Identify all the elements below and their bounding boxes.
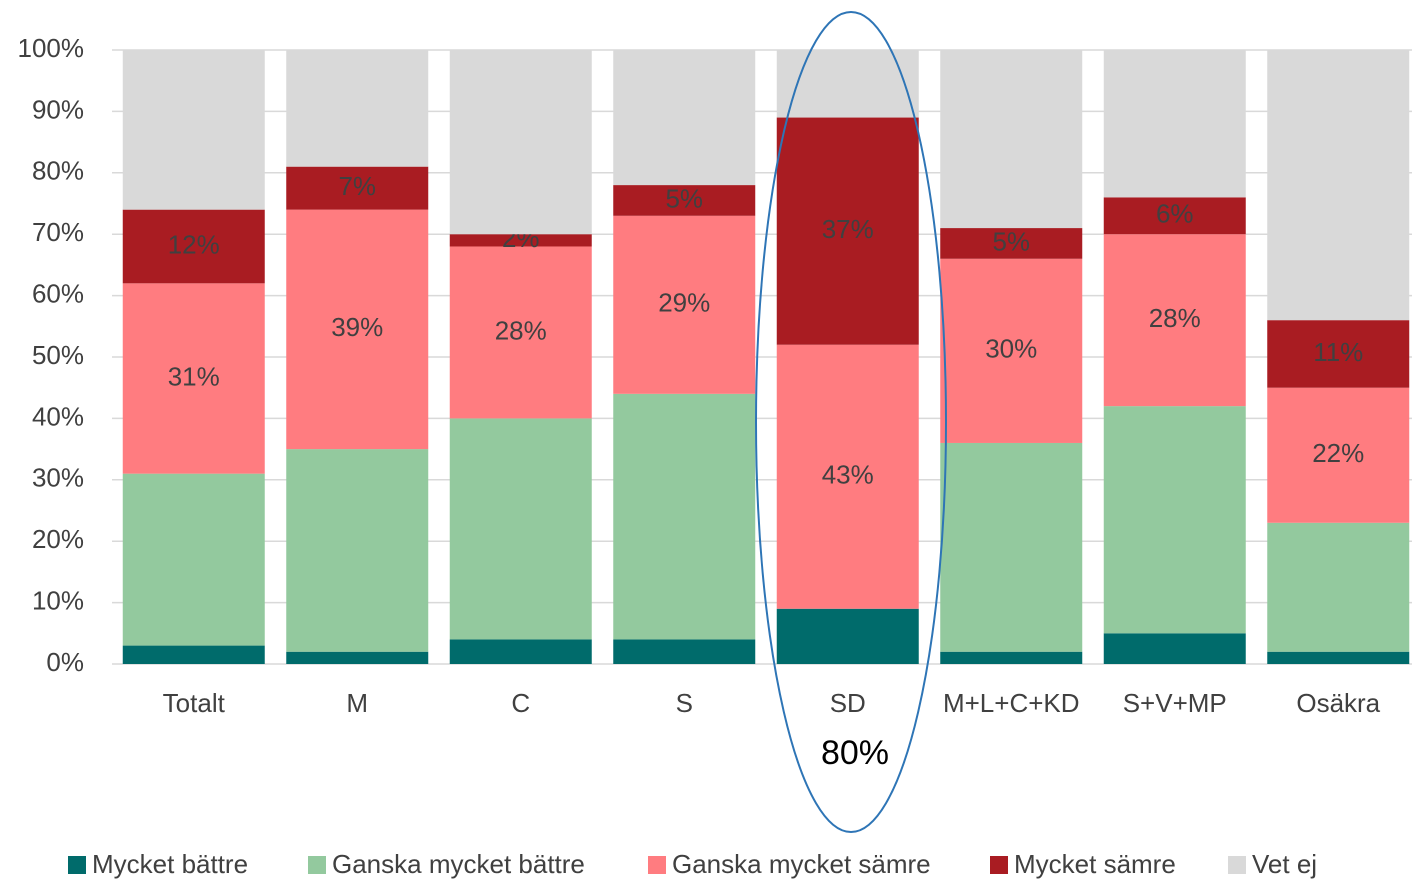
bar-segment	[122, 645, 265, 664]
bar-segment	[1103, 197, 1246, 235]
bar-segment	[1267, 50, 1410, 321]
data-label: 12%	[168, 229, 220, 259]
bar-segment	[940, 258, 1083, 443]
bar-segment	[1103, 50, 1246, 198]
x-tick-label: M+L+C+KD	[943, 688, 1080, 718]
bar-segment	[613, 639, 756, 664]
bar-segment	[1103, 633, 1246, 664]
legend-label: Mycket bättre	[92, 849, 248, 879]
data-label: 43%	[822, 460, 874, 490]
legend-swatch	[68, 856, 86, 874]
bar-segment	[940, 442, 1083, 652]
y-tick-label: 10%	[32, 585, 84, 615]
y-tick-label: 90%	[32, 94, 84, 124]
legend-swatch	[648, 856, 666, 874]
legend-label: Mycket sämre	[1014, 849, 1176, 879]
bar-segment	[286, 166, 429, 210]
bar-segment	[940, 50, 1083, 229]
y-tick-label: 100%	[18, 33, 85, 63]
y-tick-label: 0%	[46, 647, 84, 677]
data-label: 5%	[665, 183, 703, 213]
data-label: 22%	[1312, 438, 1364, 468]
bar-segment	[940, 228, 1083, 259]
bar-segment	[449, 418, 592, 640]
data-label: 30%	[985, 334, 1037, 364]
annotation: 80%	[821, 734, 889, 772]
highlight-ellipse	[755, 11, 947, 833]
bar-segment	[613, 50, 756, 186]
legend-label: Ganska mycket bättre	[332, 849, 585, 879]
data-label: 5%	[992, 226, 1030, 256]
bar-segment	[1103, 406, 1246, 634]
bar-segment	[776, 117, 919, 345]
bar-segment	[776, 50, 919, 118]
data-label: 6%	[1156, 199, 1194, 229]
bar-segment	[1267, 651, 1410, 664]
y-tick-label: 40%	[32, 401, 84, 431]
bar-segment	[449, 50, 592, 235]
x-tick-label: C	[511, 688, 530, 718]
bar-segment	[1267, 387, 1410, 523]
bar-segment	[122, 283, 265, 474]
bar-segment	[122, 473, 265, 646]
bar-segment	[286, 50, 429, 167]
bar-segment	[449, 234, 592, 247]
y-tick-label: 80%	[32, 156, 84, 186]
data-label: 28%	[495, 315, 547, 345]
bar-segment	[122, 50, 265, 210]
bar-segment	[449, 639, 592, 664]
bar-segment	[1267, 522, 1410, 652]
bar-segment	[776, 608, 919, 664]
bars: 31%12%39%7%28%2%29%5%43%37%30%5%28%6%22%…	[122, 50, 1410, 664]
bar-segment	[776, 344, 919, 609]
bar-segment	[122, 209, 265, 284]
data-label: 37%	[822, 214, 874, 244]
bar-segment	[286, 209, 429, 450]
legend-label: Vet ej	[1252, 849, 1317, 879]
data-label: 39%	[331, 312, 383, 342]
data-label: 28%	[1149, 303, 1201, 333]
y-tick-label: 60%	[32, 278, 84, 308]
data-label: 7%	[338, 171, 376, 201]
x-tick-label: S+V+MP	[1123, 688, 1227, 718]
bar-segment	[286, 651, 429, 664]
x-tick-label: M	[346, 688, 368, 718]
legend-swatch	[308, 856, 326, 874]
x-tick-label: S	[676, 688, 693, 718]
y-tick-label: 20%	[32, 524, 84, 554]
legend-swatch	[990, 856, 1008, 874]
y-tick-label: 50%	[32, 340, 84, 370]
bar-segment	[1267, 320, 1410, 388]
bar-segment	[1103, 234, 1246, 407]
bar-segment	[613, 215, 756, 394]
data-label: 29%	[658, 288, 710, 318]
x-tick-label: SD	[830, 688, 866, 718]
data-label: 31%	[168, 361, 220, 391]
bar-segment	[449, 246, 592, 419]
x-tick-label: Osäkra	[1296, 688, 1380, 718]
bar-segment	[286, 449, 429, 652]
legend-label: Ganska mycket sämre	[672, 849, 931, 879]
x-tick-label: Totalt	[163, 688, 226, 718]
bar-segment	[613, 393, 756, 640]
bar-segment	[940, 651, 1083, 664]
legend-swatch	[1228, 856, 1246, 874]
data-label: 11%	[1313, 337, 1363, 367]
y-tick-label: 30%	[32, 463, 84, 493]
y-tick-label: 70%	[32, 217, 84, 247]
bar-segment	[613, 185, 756, 216]
